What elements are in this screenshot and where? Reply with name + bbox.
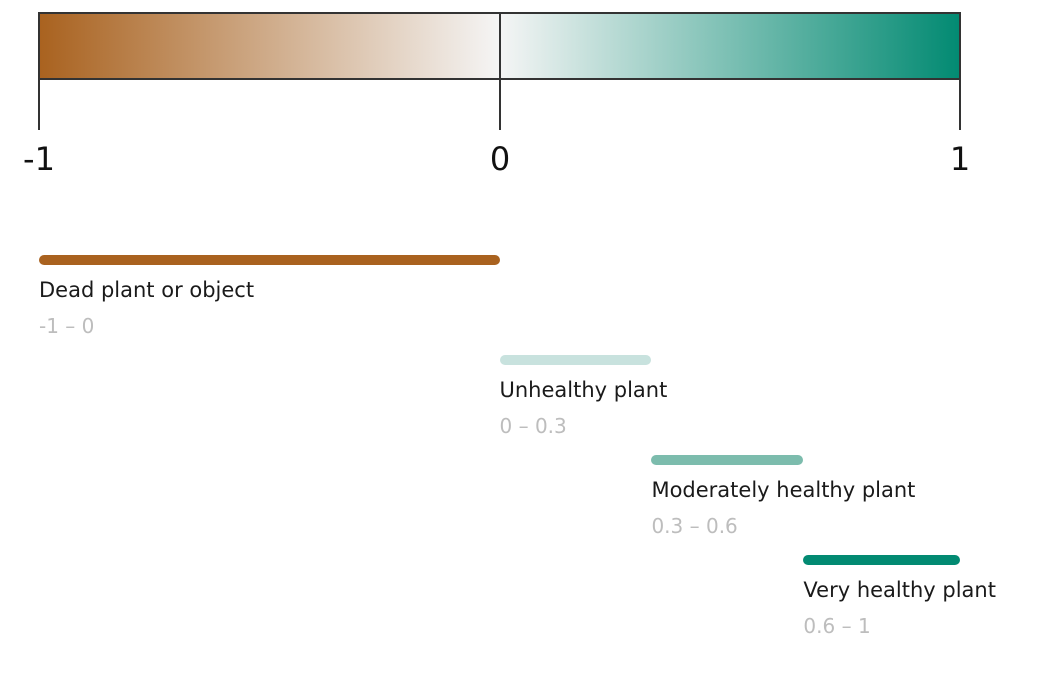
category-bar-unhealthy xyxy=(499,355,652,365)
category-range-moderate: 0.3 – 0.6 xyxy=(651,514,738,538)
category-range-dead: -1 – 0 xyxy=(39,314,95,338)
category-range-very-healthy: 0.6 – 1 xyxy=(803,614,871,638)
category-name-very-healthy: Very healthy plant xyxy=(803,578,996,602)
tick-label-min: -1 xyxy=(23,140,55,178)
category-bar-dead xyxy=(39,255,500,265)
tick-label-zero: 0 xyxy=(489,140,511,178)
category-name-moderate: Moderately healthy plant xyxy=(651,478,916,502)
tick-label-max: 1 xyxy=(949,140,971,178)
category-name-unhealthy: Unhealthy plant xyxy=(499,378,668,402)
category-bar-moderate xyxy=(651,455,804,465)
category-bar-very-healthy xyxy=(803,555,960,565)
color-scale xyxy=(38,12,961,130)
category-name-dead: Dead plant or object xyxy=(39,278,255,302)
category-range-unhealthy: 0 – 0.3 xyxy=(499,414,567,438)
